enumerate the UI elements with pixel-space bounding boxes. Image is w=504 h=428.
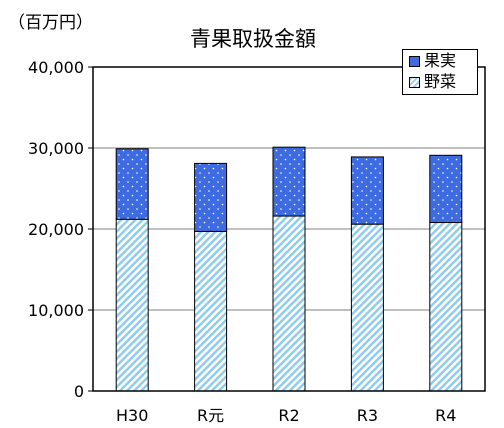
- x-tick-label: H30: [116, 406, 148, 425]
- y-tick-label: 20,000: [28, 220, 84, 239]
- bar-vegetable: [272, 215, 306, 392]
- x-tick-label: R元: [197, 406, 224, 425]
- bar-vegetable: [194, 230, 228, 392]
- bar-fruit: [350, 156, 384, 225]
- y-tick-label: 10,000: [28, 301, 84, 320]
- bar-fruit: [272, 146, 306, 217]
- legend-label-vegetable: 野菜: [424, 72, 457, 91]
- axes: [88, 66, 486, 392]
- tick-labels: 0 10,000 20,000 30,000 40,000 H30 R元 R2 R3 R4: [28, 58, 456, 425]
- y-tick-label: 40,000: [28, 58, 84, 77]
- bar-vegetable: [115, 218, 149, 392]
- x-tick-label: R4: [435, 406, 456, 425]
- bar-vegetable: [429, 222, 463, 392]
- x-tick-label: R2: [278, 406, 299, 425]
- y-tick-label: 30,000: [28, 139, 84, 158]
- x-tick-label: R3: [357, 406, 378, 425]
- legend-swatch-fruit: [409, 56, 420, 67]
- bars: [115, 146, 463, 392]
- legend-swatch-vegetable: [409, 77, 420, 88]
- legend-label-fruit: 果実: [424, 51, 457, 70]
- unit-label: （百万円）: [8, 13, 93, 33]
- bar-fruit: [429, 154, 463, 224]
- bar-fruit: [115, 148, 149, 220]
- legend: 果実 野菜: [402, 49, 478, 95]
- plot-frame: [92, 66, 486, 392]
- bar-vegetable: [350, 223, 384, 392]
- chart-title: 青果取扱金額: [190, 27, 316, 51]
- y-tick-label: 0: [74, 382, 84, 401]
- bar-fruit: [194, 162, 228, 232]
